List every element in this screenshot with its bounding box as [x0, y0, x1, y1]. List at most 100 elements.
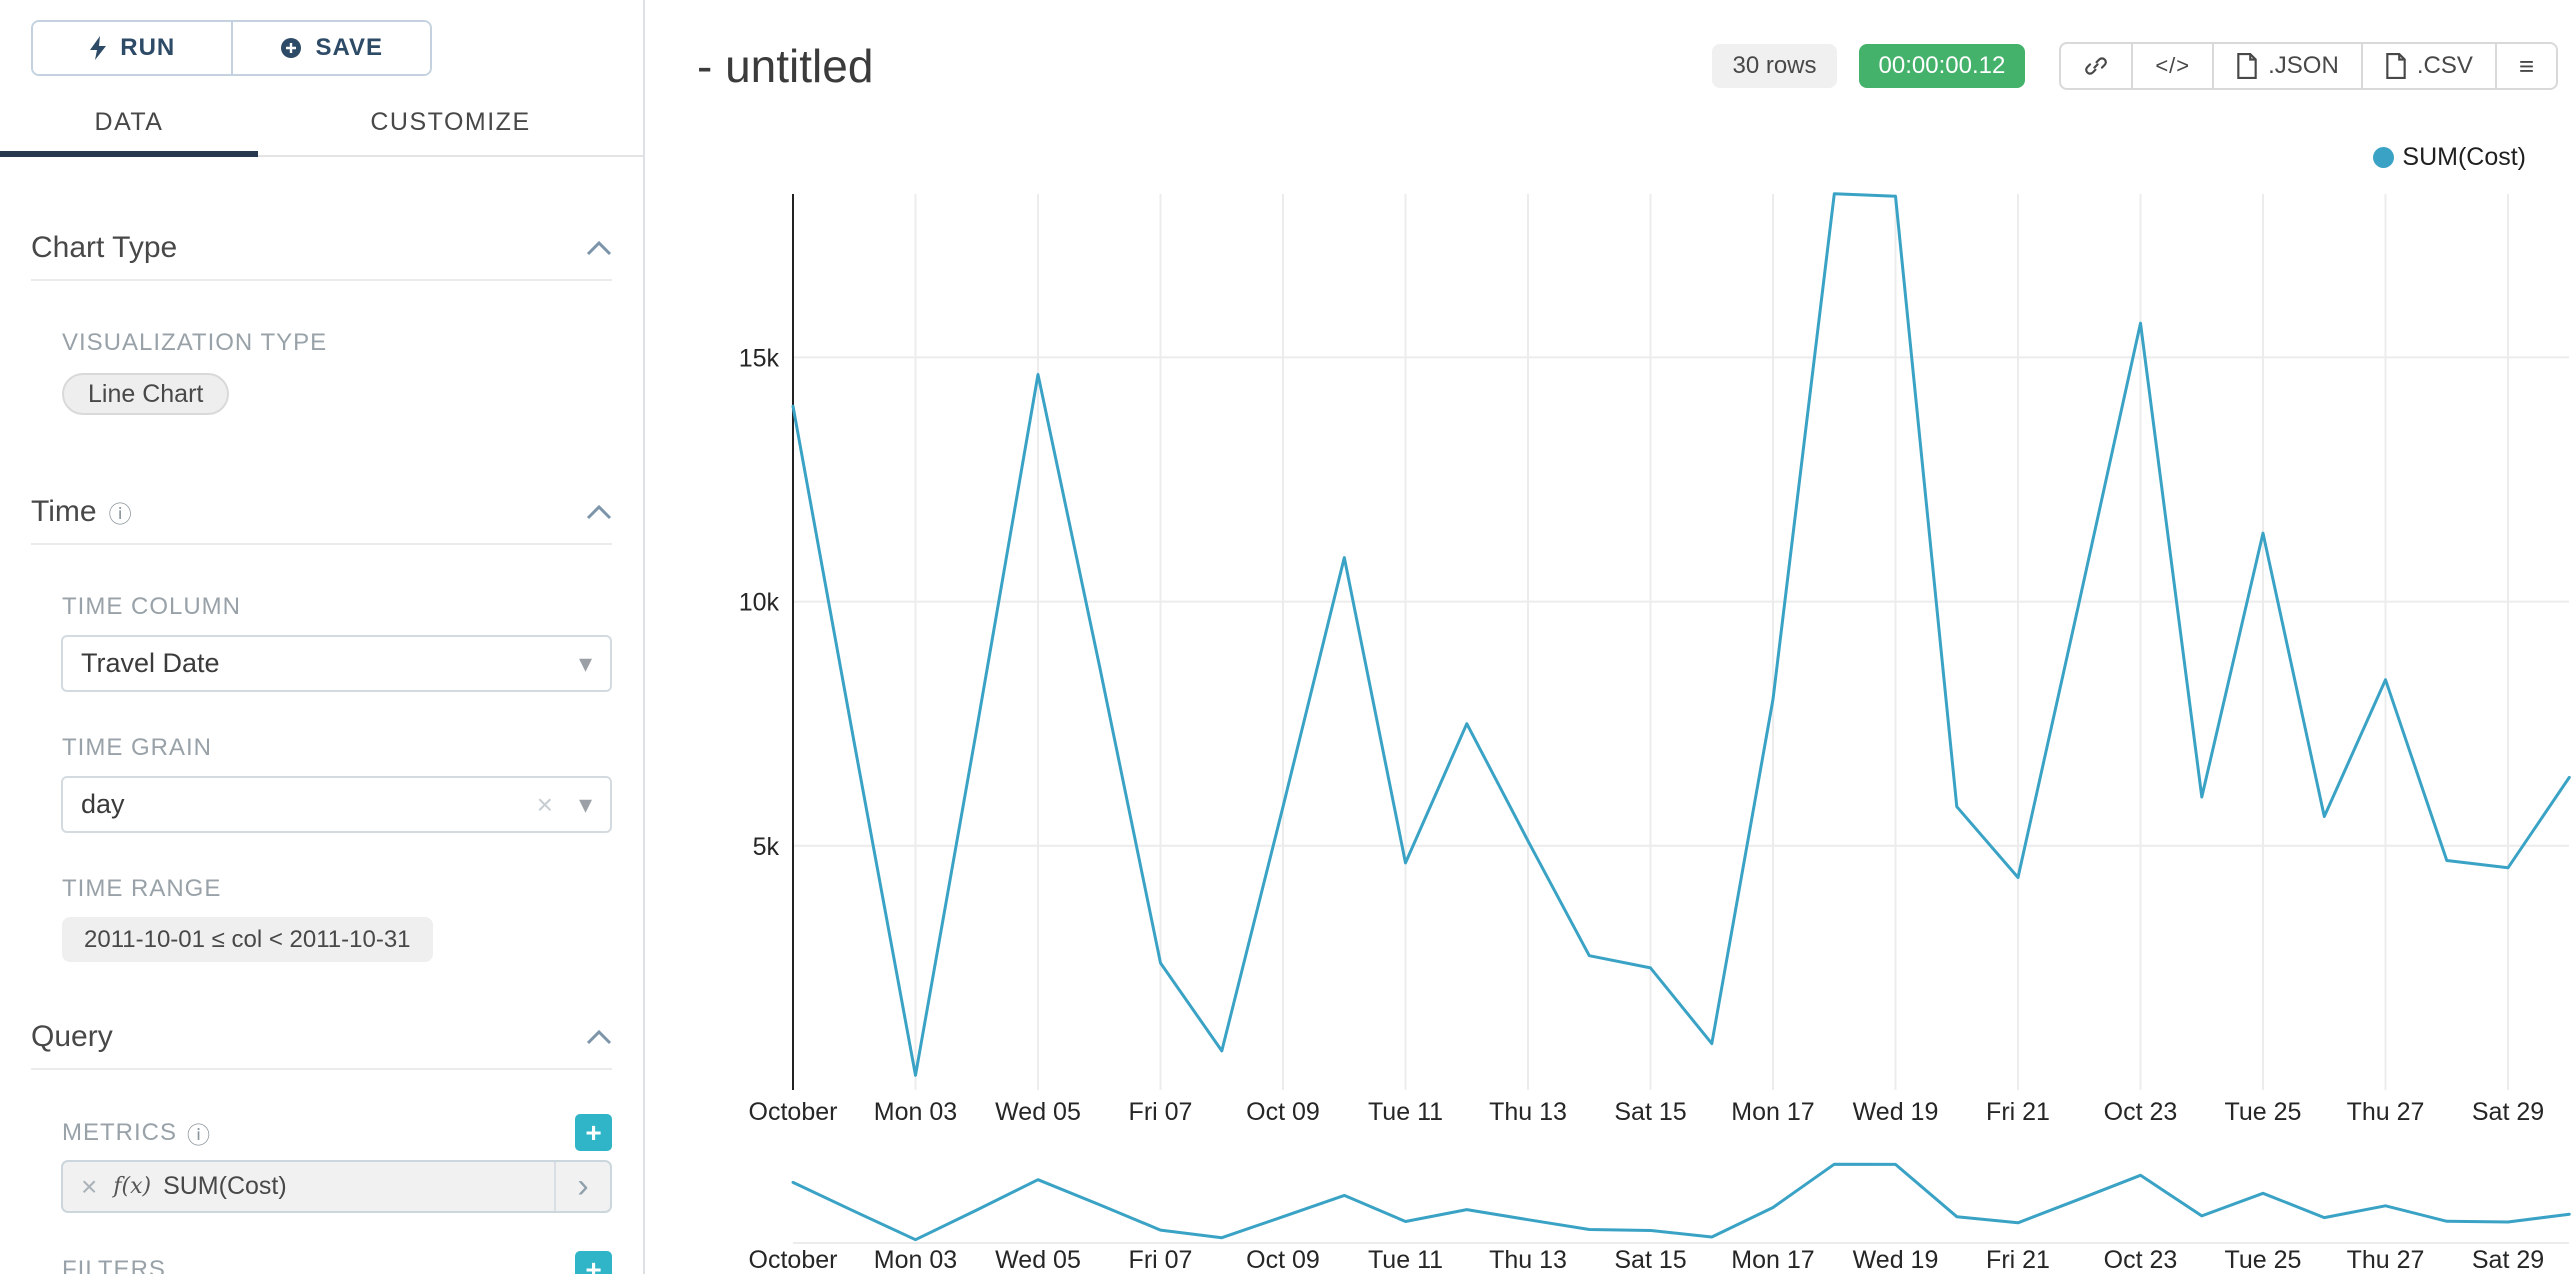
tab-customize[interactable]: CUSTOMIZE — [370, 107, 531, 136]
section-query-title: Query — [31, 1020, 113, 1053]
visualization-type-label: VISUALIZATION TYPE — [62, 329, 328, 356]
time-grain-select[interactable]: day × ▾ — [61, 776, 612, 833]
info-icon: ⓘ — [187, 1121, 211, 1148]
metrics-label: METRICS — [62, 1118, 177, 1146]
section-chart-type-title: Chart Type — [31, 231, 178, 264]
export-csv-label: .CSV — [2416, 52, 2473, 79]
section-time-header: Time ⓘ — [31, 495, 612, 545]
svg-text:Oct 09: Oct 09 — [1246, 1098, 1320, 1126]
export-button-group: </> .JSON .CSV ≡ — [2059, 42, 2558, 90]
metric-option[interactable]: × f(x) SUM(Cost) › — [61, 1160, 612, 1213]
plus-circle-icon — [281, 38, 302, 58]
info-icon: ⓘ — [108, 501, 132, 527]
svg-text:Oct 09: Oct 09 — [1246, 1246, 1320, 1274]
chevron-up-icon[interactable] — [586, 504, 612, 520]
add-metric-button[interactable]: + — [575, 1114, 612, 1151]
tab-data[interactable]: DATA — [0, 89, 258, 157]
run-button-label: RUN — [120, 34, 176, 61]
time-column-label: TIME COLUMN — [62, 593, 241, 620]
svg-text:Mon 03: Mon 03 — [874, 1246, 957, 1274]
svg-text:15k: 15k — [739, 344, 780, 372]
run-button[interactable]: RUN — [33, 22, 233, 74]
bolt-icon — [90, 36, 107, 60]
control-sections: Chart Type VISUALIZATION TYPE Line Chart… — [0, 231, 643, 1274]
hamburger-menu-icon: ≡ — [2518, 50, 2534, 81]
time-range-label: TIME RANGE — [62, 875, 222, 902]
expand-metric-icon[interactable]: › — [554, 1162, 610, 1211]
svg-text:Tue 11: Tue 11 — [1368, 1098, 1443, 1126]
svg-text:Mon 03: Mon 03 — [874, 1098, 957, 1126]
svg-text:10k: 10k — [739, 589, 780, 617]
caret-down-icon: ▾ — [578, 648, 592, 678]
svg-text:Fri 07: Fri 07 — [1129, 1246, 1193, 1274]
chevron-up-icon[interactable] — [586, 240, 612, 256]
filters-row: FILTERS + — [31, 1251, 612, 1274]
legend-swatch — [2373, 147, 2395, 168]
time-column-value: Travel Date — [81, 648, 220, 678]
chart-title[interactable]: - untitled — [697, 40, 874, 92]
chart-header: - untitled 30 rows 00:00:00.12 </> .JSON… — [645, 0, 2576, 132]
metrics-row: METRICS ⓘ + — [31, 1114, 612, 1151]
svg-text:Thu 27: Thu 27 — [2347, 1098, 2425, 1126]
section-chart-type-header: Chart Type — [31, 231, 612, 281]
svg-text:Oct 23: Oct 23 — [2104, 1098, 2178, 1126]
clear-icon[interactable]: × — [536, 788, 553, 820]
chevron-up-icon[interactable] — [586, 1029, 612, 1045]
file-icon — [2237, 53, 2257, 79]
export-json-label: .JSON — [2268, 52, 2339, 79]
legend-item[interactable]: SUM(Cost) — [2373, 143, 2526, 172]
function-icon: f(x) — [113, 1174, 152, 1199]
chart-area: - untitled 30 rows 00:00:00.12 </> .JSON… — [645, 0, 2576, 1274]
svg-text:Sat 15: Sat 15 — [1614, 1098, 1686, 1126]
control-panel: RUN SAVE DATA CUSTOMIZE Chart Type VISUA… — [0, 0, 645, 1274]
time-grain-value: day — [81, 789, 125, 819]
file-icon — [2386, 53, 2406, 79]
line-chart-canvas[interactable]: October October Mon 03 Mon 03 Wed 05 Wed 05 Fr… — [645, 0, 2576, 1274]
svg-text:Mon 17: Mon 17 — [1731, 1246, 1814, 1274]
panel-tabs: DATA CUSTOMIZE — [0, 89, 643, 157]
svg-text:October: October — [749, 1246, 838, 1274]
export-csv-button[interactable]: .CSV — [2360, 42, 2497, 90]
time-column-select[interactable]: Travel Date ▾ — [61, 635, 612, 692]
svg-text:Mon 17: Mon 17 — [1731, 1098, 1814, 1126]
section-query-header: Query — [31, 1020, 612, 1070]
menu-button[interactable]: ≡ — [2494, 42, 2558, 90]
svg-text:Fri 21: Fri 21 — [1986, 1246, 2050, 1274]
filters-label: FILTERS — [62, 1255, 166, 1274]
svg-text:Tue 25: Tue 25 — [2225, 1246, 2302, 1274]
visualization-type-value[interactable]: Line Chart — [62, 373, 230, 415]
row-count-badge: 30 rows — [1712, 44, 1837, 88]
code-icon: </> — [2155, 53, 2191, 78]
svg-text:Tue 25: Tue 25 — [2225, 1098, 2302, 1126]
view-query-button[interactable]: </> — [2131, 42, 2215, 90]
remove-metric-icon[interactable]: × — [81, 1170, 98, 1202]
save-button[interactable]: SAVE — [232, 22, 430, 74]
svg-text:Sat 29: Sat 29 — [2472, 1246, 2544, 1274]
legend-label: SUM(Cost) — [2402, 143, 2526, 171]
time-grain-label: TIME GRAIN — [62, 734, 213, 761]
svg-text:Thu 13: Thu 13 — [1489, 1098, 1567, 1126]
svg-text:Fri 07: Fri 07 — [1129, 1098, 1193, 1126]
add-filter-button[interactable]: + — [575, 1251, 612, 1274]
svg-text:Sat 29: Sat 29 — [2472, 1098, 2544, 1126]
svg-text:Tue 11: Tue 11 — [1368, 1246, 1443, 1274]
svg-text:5k: 5k — [753, 833, 780, 861]
query-timer-badge: 00:00:00.12 — [1858, 44, 2026, 88]
caret-down-icon: ▾ — [578, 789, 592, 819]
svg-text:Thu 13: Thu 13 — [1489, 1246, 1567, 1274]
svg-text:Oct 23: Oct 23 — [2104, 1246, 2178, 1274]
save-button-label: SAVE — [315, 34, 384, 61]
run-save-button-group: RUN SAVE — [31, 20, 432, 76]
section-time-title: Time — [31, 495, 97, 528]
svg-text:Wed 05: Wed 05 — [995, 1246, 1081, 1274]
svg-text:Wed 19: Wed 19 — [1853, 1098, 1939, 1126]
svg-text:Thu 27: Thu 27 — [2347, 1246, 2425, 1274]
svg-text:Fri 21: Fri 21 — [1986, 1098, 2050, 1126]
svg-text:October: October — [749, 1098, 838, 1126]
svg-text:Wed 19: Wed 19 — [1853, 1246, 1939, 1274]
time-range-value[interactable]: 2011-10-01 ≤ col < 2011-10-31 — [62, 917, 433, 962]
metric-name: SUM(Cost) — [163, 1172, 287, 1200]
export-json-button[interactable]: .JSON — [2212, 42, 2363, 90]
link-icon — [2085, 57, 2108, 75]
